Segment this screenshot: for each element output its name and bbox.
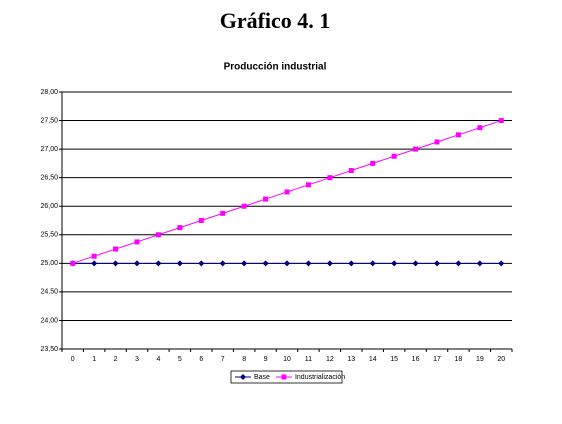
point — [113, 246, 119, 252]
y-tick-label: 26,50 — [40, 175, 58, 182]
x-tick-label: 12 — [326, 356, 334, 363]
page-title: Gráfico 4. 1 — [220, 8, 331, 33]
point — [391, 153, 397, 159]
point — [348, 168, 354, 174]
point — [327, 175, 333, 181]
point — [241, 203, 247, 209]
y-tick-label: 28,00 — [40, 89, 58, 96]
legend-label: Base — [254, 374, 270, 381]
x-tick-label: 20 — [497, 356, 505, 363]
point — [284, 189, 290, 195]
x-tick-label: 6 — [199, 356, 203, 363]
point — [455, 132, 461, 138]
point — [177, 225, 183, 231]
point — [198, 218, 204, 223]
x-tick-label: 19 — [476, 356, 484, 363]
y-tick-label: 24,50 — [40, 289, 58, 296]
point — [220, 210, 226, 216]
point — [155, 260, 162, 267]
point — [434, 139, 440, 145]
legend-marker — [240, 374, 246, 380]
point — [112, 260, 119, 267]
point — [413, 146, 419, 152]
point — [155, 232, 161, 238]
point — [498, 118, 504, 124]
point — [412, 260, 419, 267]
point — [476, 260, 483, 267]
point — [498, 260, 505, 267]
x-tick-label: 1 — [92, 356, 96, 363]
x-tick-label: 10 — [283, 356, 291, 363]
point — [134, 239, 140, 245]
point — [70, 260, 76, 266]
x-tick-label: 11 — [305, 356, 312, 363]
point — [477, 125, 483, 131]
legend-marker — [281, 374, 287, 380]
y-tick-label: 25,50 — [40, 232, 58, 239]
y-tick-label: 26,00 — [40, 203, 58, 210]
point — [369, 260, 376, 267]
point — [263, 196, 269, 202]
y-tick-label: 25,00 — [40, 260, 58, 267]
legend-label: Industrialización — [295, 374, 345, 381]
point — [284, 260, 290, 267]
point — [305, 182, 311, 188]
x-tick-label: 4 — [156, 356, 160, 363]
point — [434, 260, 440, 267]
point — [348, 260, 355, 267]
point — [455, 260, 462, 267]
x-tick-label: 15 — [390, 356, 398, 363]
point — [305, 260, 312, 267]
x-tick-label: 9 — [264, 356, 268, 363]
x-tick-label: 17 — [433, 356, 441, 363]
x-tick-label: 7 — [221, 356, 225, 363]
point — [91, 253, 97, 259]
point — [198, 260, 205, 267]
point — [370, 160, 376, 166]
x-tick-label: 13 — [347, 356, 355, 363]
x-tick-label: 16 — [412, 356, 420, 363]
x-tick-label: 8 — [242, 356, 246, 363]
point — [326, 260, 333, 267]
y-tick-label: 23,50 — [40, 346, 58, 353]
point — [219, 260, 226, 267]
point — [91, 260, 98, 267]
y-tick-label: 27,00 — [40, 146, 58, 153]
point — [176, 260, 183, 267]
chart-title: Producción industrial — [224, 62, 327, 73]
x-tick-label: 5 — [178, 356, 182, 363]
x-tick-label: 3 — [135, 356, 139, 363]
y-tick-label: 27,50 — [40, 117, 58, 124]
x-tick-label: 0 — [71, 356, 75, 363]
point — [391, 260, 398, 267]
point — [241, 260, 248, 267]
x-tick-label: 18 — [455, 356, 463, 363]
point — [134, 260, 140, 267]
y-tick-label: 24,00 — [40, 317, 58, 324]
point — [262, 260, 269, 267]
x-tick-label: 14 — [369, 356, 377, 363]
x-tick-label: 2 — [114, 356, 118, 363]
